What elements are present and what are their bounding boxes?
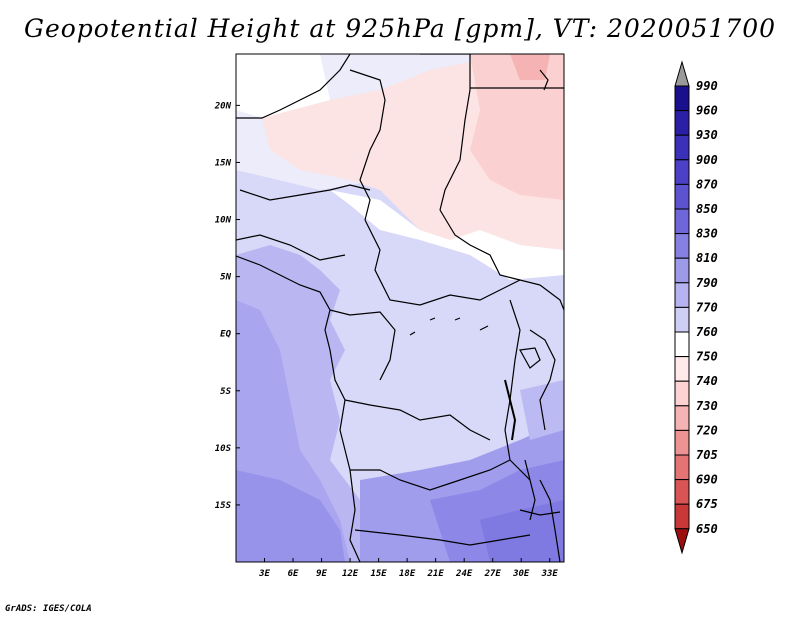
lat-label: 5S bbox=[220, 387, 231, 397]
colorbar-swatch bbox=[674, 405, 690, 431]
colorbar-swatch bbox=[674, 429, 690, 456]
colorbar-label: 675 bbox=[696, 497, 718, 511]
longitude-labels: 3E 6E 9E 12E 15E 18E 21E 24E 27E 30E 33E bbox=[258, 558, 558, 579]
colorbar-swatch bbox=[674, 159, 690, 185]
border-line bbox=[420, 54, 471, 211]
river-marks bbox=[409, 317, 489, 336]
lake-outline bbox=[519, 347, 541, 369]
southwest-region bbox=[236, 470, 345, 562]
colorbar-label: 960 bbox=[696, 104, 718, 118]
chart-title: Geopotential Height at 925hPa [gpm], VT:… bbox=[23, 14, 777, 43]
coastline bbox=[236, 255, 361, 562]
colorbar-swatch bbox=[674, 503, 690, 530]
border-line bbox=[350, 459, 511, 491]
lon-label: 30E bbox=[512, 569, 530, 579]
lat-label: 10S bbox=[215, 444, 232, 454]
lon-label: 24E bbox=[455, 569, 473, 579]
border-line bbox=[539, 479, 561, 562]
lon-label: 6E bbox=[288, 569, 299, 579]
colorbar-swatch bbox=[674, 282, 690, 308]
border-line bbox=[329, 309, 396, 381]
colorbar-label: 705 bbox=[696, 448, 718, 462]
colorbar-label: 930 bbox=[696, 128, 718, 142]
grads-credit: GrADS: IGES/COLA bbox=[5, 604, 92, 614]
colorbar-swatch bbox=[674, 306, 690, 333]
border-line bbox=[236, 54, 351, 119]
border-line bbox=[529, 329, 556, 431]
northeast-pink-region bbox=[470, 54, 564, 200]
colorbar-swatch bbox=[674, 479, 690, 505]
map-frame bbox=[235, 53, 565, 563]
border-line bbox=[236, 234, 346, 261]
lon-label: 18E bbox=[399, 569, 416, 579]
colorbar-bottom-arrow bbox=[674, 528, 690, 555]
colorbar-swatch bbox=[674, 134, 690, 161]
colorbar-label: 900 bbox=[696, 153, 718, 167]
colorbar-swatch bbox=[674, 257, 690, 284]
colorbar-swatch bbox=[674, 331, 690, 358]
borders bbox=[236, 54, 564, 562]
colorbar-swatch bbox=[674, 233, 690, 259]
colorbar-label: 810 bbox=[696, 251, 718, 265]
lon-label: 3E bbox=[258, 569, 270, 579]
colorbar-swatch bbox=[674, 208, 690, 235]
colorbar-top-arrow bbox=[674, 60, 690, 87]
border-line bbox=[364, 219, 541, 306]
band-white-region bbox=[330, 190, 564, 280]
colorbar-label: 750 bbox=[696, 350, 718, 364]
border-line bbox=[519, 509, 561, 516]
colorbar-label: 760 bbox=[696, 325, 718, 339]
border-line bbox=[539, 69, 549, 91]
colorbar-swatch bbox=[674, 356, 690, 382]
lat-label: 15N bbox=[215, 158, 232, 168]
border-line bbox=[539, 284, 564, 311]
lon-label: 15E bbox=[370, 569, 387, 579]
colorbar-swatch bbox=[674, 183, 690, 210]
lon-label: 27E bbox=[484, 569, 502, 579]
border-line bbox=[239, 184, 371, 201]
colorbar-label: 790 bbox=[696, 276, 718, 290]
lat-label: 5N bbox=[220, 273, 231, 283]
lat-label: EQ bbox=[220, 330, 231, 340]
colorbar-label: 730 bbox=[696, 399, 718, 413]
colorbar-label: 720 bbox=[696, 423, 718, 437]
latitude-labels: 20N 15N 10N 5N EQ 5S 10S 15S bbox=[214, 101, 240, 511]
northwest-white-region bbox=[236, 54, 330, 118]
lat-label: 20N bbox=[214, 101, 232, 111]
colorbar: 990 960 930 900 870 850 830 810 790 770 760 750 740 7… bbox=[674, 60, 718, 555]
contour-fill bbox=[236, 54, 564, 562]
northeast-deep-pink-region bbox=[510, 54, 550, 80]
lon-label: 12E bbox=[342, 569, 359, 579]
lat-label: 15S bbox=[215, 501, 232, 511]
border-line bbox=[349, 69, 386, 221]
lake-outline bbox=[504, 379, 517, 441]
border-line bbox=[439, 209, 521, 281]
colorbar-swatch bbox=[674, 110, 690, 136]
colorbar-label: 830 bbox=[696, 227, 718, 241]
colorbar-label: 990 bbox=[696, 79, 718, 93]
colorbar-label: 740 bbox=[696, 374, 718, 388]
colorbar-swatch bbox=[674, 380, 690, 407]
border-line bbox=[344, 399, 491, 441]
lon-label: 21E bbox=[427, 569, 445, 579]
colorbar-swatch bbox=[674, 85, 690, 112]
lat-label: 10N bbox=[215, 216, 232, 226]
colorbar-label: 870 bbox=[696, 177, 718, 191]
lon-label: 33E bbox=[541, 569, 559, 579]
colorbar-label: 650 bbox=[696, 522, 718, 536]
colorbar-label: 690 bbox=[696, 473, 718, 487]
lon-label: 9E bbox=[316, 569, 327, 579]
border-line bbox=[354, 529, 531, 546]
southeast-deepest-region bbox=[480, 500, 564, 562]
colorbar-label: 770 bbox=[696, 300, 718, 314]
colorbar-label: 850 bbox=[696, 202, 718, 216]
colorbar-swatch bbox=[674, 454, 690, 481]
